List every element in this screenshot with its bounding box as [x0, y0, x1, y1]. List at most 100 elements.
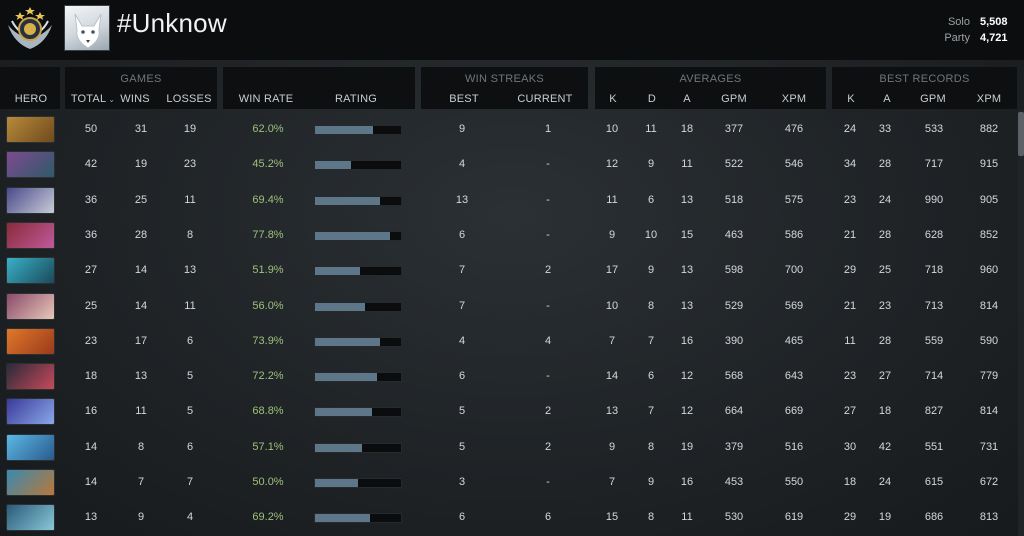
- cell-total: 18: [84, 370, 98, 383]
- mmr-panel: Solo 5,508 Party 4,721: [944, 14, 1008, 46]
- mmr-party-value: 4,721: [980, 32, 1008, 44]
- col-avg-gpm[interactable]: GPM: [721, 93, 747, 105]
- cell-ra: 28: [878, 334, 892, 347]
- cell-losses: 11: [184, 299, 196, 312]
- rating-bar: [314, 478, 402, 488]
- col-current-streak[interactable]: CURRENT: [517, 93, 573, 105]
- cell-rxpm: 905: [979, 193, 999, 206]
- cell-win-rate: 73.9%: [252, 334, 284, 347]
- col-avg-a[interactable]: A: [683, 93, 691, 105]
- col-total[interactable]: TOTAL ⌄: [71, 93, 115, 105]
- cell-losses: 6: [186, 440, 194, 453]
- rating-bar: [314, 336, 402, 347]
- scrollbar-thumb[interactable]: [1018, 112, 1024, 156]
- table-row[interactable]: 16 11 5 68.8% 5 2 13 7 12 664 669 27 18 827 814: [0, 394, 1016, 429]
- player-avatar[interactable]: [64, 5, 110, 51]
- col-rec-k[interactable]: K: [847, 93, 855, 105]
- hero-portrait[interactable]: [6, 433, 55, 461]
- cell-rxpm: 731: [979, 440, 999, 453]
- cell-rgpm: 827: [924, 405, 944, 418]
- cell-current: 2: [544, 440, 552, 453]
- table-row[interactable]: 18 13 5 72.2% 6 - 14 6 12 568 643 23 27 714 779: [0, 359, 1016, 394]
- cell-rxpm: 814: [979, 405, 999, 418]
- hero-portrait[interactable]: [6, 257, 55, 285]
- col-avg-xpm[interactable]: XPM: [781, 93, 807, 105]
- col-hero[interactable]: HERO: [14, 93, 48, 105]
- table-row[interactable]: 25 14 11 56.0% 7 - 10 8 13 529 569 21 23 713 814: [0, 289, 1016, 324]
- cell-wins: 28: [134, 228, 148, 241]
- table-row[interactable]: 27 14 13 51.9% 7 2 17 9 13 598 700 29 25 718 960: [0, 253, 1016, 288]
- rank-medal-icon: [8, 7, 52, 49]
- cell-ra: 25: [878, 264, 892, 277]
- hero-portrait[interactable]: [6, 292, 55, 320]
- cell-d: 9: [647, 158, 655, 171]
- cell-wins: 14: [134, 264, 148, 277]
- hero-portrait[interactable]: [6, 151, 55, 179]
- cell-gpm: 598: [724, 264, 744, 277]
- hero-portrait[interactable]: [6, 469, 55, 496]
- cell-ra: 23: [878, 299, 892, 312]
- rating-bar-fill: [315, 337, 381, 346]
- scrollbar[interactable]: [1018, 110, 1024, 536]
- hero-portrait[interactable]: [6, 504, 55, 532]
- mmr-party-label: Party: [944, 32, 970, 44]
- cell-d: 9: [647, 476, 655, 488]
- cell-win-rate: 77.8%: [252, 228, 284, 241]
- hero-portrait[interactable]: [6, 363, 55, 391]
- hero-portrait[interactable]: [6, 327, 55, 355]
- cell-xpm: 465: [784, 334, 804, 347]
- table-row[interactable]: 42 19 23 45.2% 4 - 12 9 11 522 546 34 28 717 915: [0, 147, 1016, 182]
- col-avg-k[interactable]: K: [609, 93, 617, 105]
- table-row[interactable]: 14 8 6 57.1% 5 2 9 8 19 379 516 30 42 551 731: [0, 430, 1016, 465]
- table-row[interactable]: 23 17 6 73.9% 4 4 7 7 16 390 465 11 28 559 590: [0, 324, 1016, 359]
- cell-total: 14: [84, 440, 98, 453]
- cell-gpm: 530: [724, 511, 744, 524]
- cell-wins: 7: [137, 476, 145, 488]
- table-row[interactable]: 36 28 8 77.8% 6 - 9 10 15 463 586 21 28 628 852: [0, 218, 1016, 253]
- col-rec-xpm[interactable]: XPM: [976, 93, 1002, 105]
- cell-d: 8: [647, 299, 655, 312]
- cell-win-rate: 57.1%: [252, 440, 284, 453]
- hero-portrait[interactable]: [6, 398, 55, 426]
- cell-total: 36: [84, 193, 98, 206]
- mmr-solo: Solo 5,508: [944, 14, 1008, 30]
- cell-ra: 33: [878, 123, 892, 135]
- col-avg-d[interactable]: D: [647, 93, 657, 105]
- player-name: #Unknow: [117, 8, 227, 38]
- cell-total: 16: [84, 405, 98, 418]
- cell-total: 23: [84, 334, 98, 347]
- col-losses[interactable]: LOSSES: [166, 93, 212, 105]
- cell-xpm: 586: [784, 228, 804, 241]
- col-wins[interactable]: WINS: [120, 93, 150, 105]
- table-row[interactable]: 50 31 19 62.0% 9 1 10 11 18 377 476 24 33 533 882: [0, 112, 1016, 147]
- table-row[interactable]: 13 9 4 69.2% 6 6 15 8 11 530 619 29 19 686 813: [0, 500, 1016, 535]
- hero-portrait[interactable]: [6, 186, 55, 214]
- cell-gpm: 664: [724, 405, 744, 418]
- col-best-streak[interactable]: BEST: [449, 93, 479, 105]
- table-row[interactable]: 36 25 11 69.4% 13 - 11 6 13 518 575 23 24 990 905: [0, 183, 1016, 218]
- cell-a: 16: [680, 334, 694, 347]
- table-row[interactable]: 14 7 7 50.0% 3 - 7 9 16 453 550 18 24 615 672: [0, 465, 1016, 500]
- hero-header-group: [0, 67, 60, 109]
- col-rec-gpm[interactable]: GPM: [920, 93, 946, 105]
- hero-portrait[interactable]: [6, 116, 55, 143]
- cell-xpm: 643: [784, 370, 804, 383]
- cell-rk: 23: [843, 193, 857, 206]
- hero-portrait[interactable]: [6, 221, 55, 249]
- cell-best: 4: [458, 334, 466, 347]
- cell-current: -: [546, 370, 550, 383]
- rating-bar: [314, 513, 402, 524]
- col-rec-a[interactable]: A: [883, 93, 891, 105]
- cell-wins: 25: [134, 193, 148, 206]
- col-win-rate[interactable]: WIN RATE: [238, 93, 294, 105]
- cell-xpm: 700: [784, 264, 804, 277]
- cell-rgpm: 551: [924, 440, 944, 453]
- col-rating[interactable]: RATING: [335, 93, 377, 105]
- cell-ra: 18: [878, 405, 892, 418]
- rating-bar: [314, 301, 402, 312]
- cell-best: 9: [458, 123, 466, 135]
- cell-losses: 4: [186, 511, 194, 524]
- cell-rgpm: 615: [924, 476, 944, 488]
- cell-current: 4: [544, 334, 552, 347]
- cell-wins: 17: [134, 334, 148, 347]
